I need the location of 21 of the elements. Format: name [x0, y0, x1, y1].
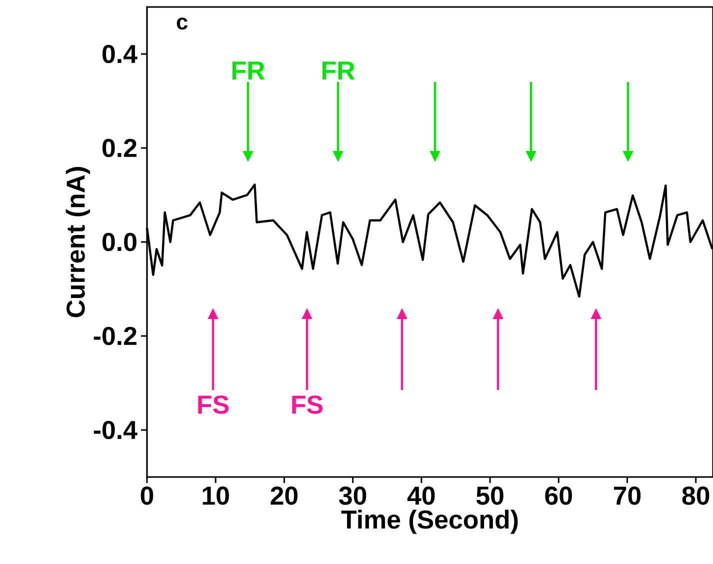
y-axis-title: Current (nA): [66, 167, 90, 318]
x-tick-label: 70: [614, 486, 641, 505]
annotation: FR: [322, 62, 355, 80]
annotation: FR: [232, 62, 265, 80]
x-axis-title: Time (Second): [341, 510, 518, 534]
y-tick-label: 0.4: [102, 44, 138, 64]
y-tick-label: 0.2: [102, 138, 136, 158]
annotation: FS: [292, 396, 323, 414]
annotation: FS: [198, 396, 229, 414]
x-tick-label: 60: [545, 486, 572, 505]
x-tick-label: 20: [270, 486, 298, 505]
annotation: c: [176, 18, 188, 30]
y-tick-label: -0.4: [94, 420, 138, 440]
x-tick-label: 40: [407, 486, 435, 505]
y-tick-label: 0.0: [102, 232, 136, 252]
x-tick-label: 0: [140, 486, 154, 505]
x-tick-label: 80: [682, 486, 710, 505]
x-tick-label: 30: [339, 486, 366, 505]
x-tick-label: 50: [476, 486, 504, 505]
y-tick-label: -0.2: [94, 326, 136, 346]
x-tick-label: 10: [202, 486, 229, 505]
